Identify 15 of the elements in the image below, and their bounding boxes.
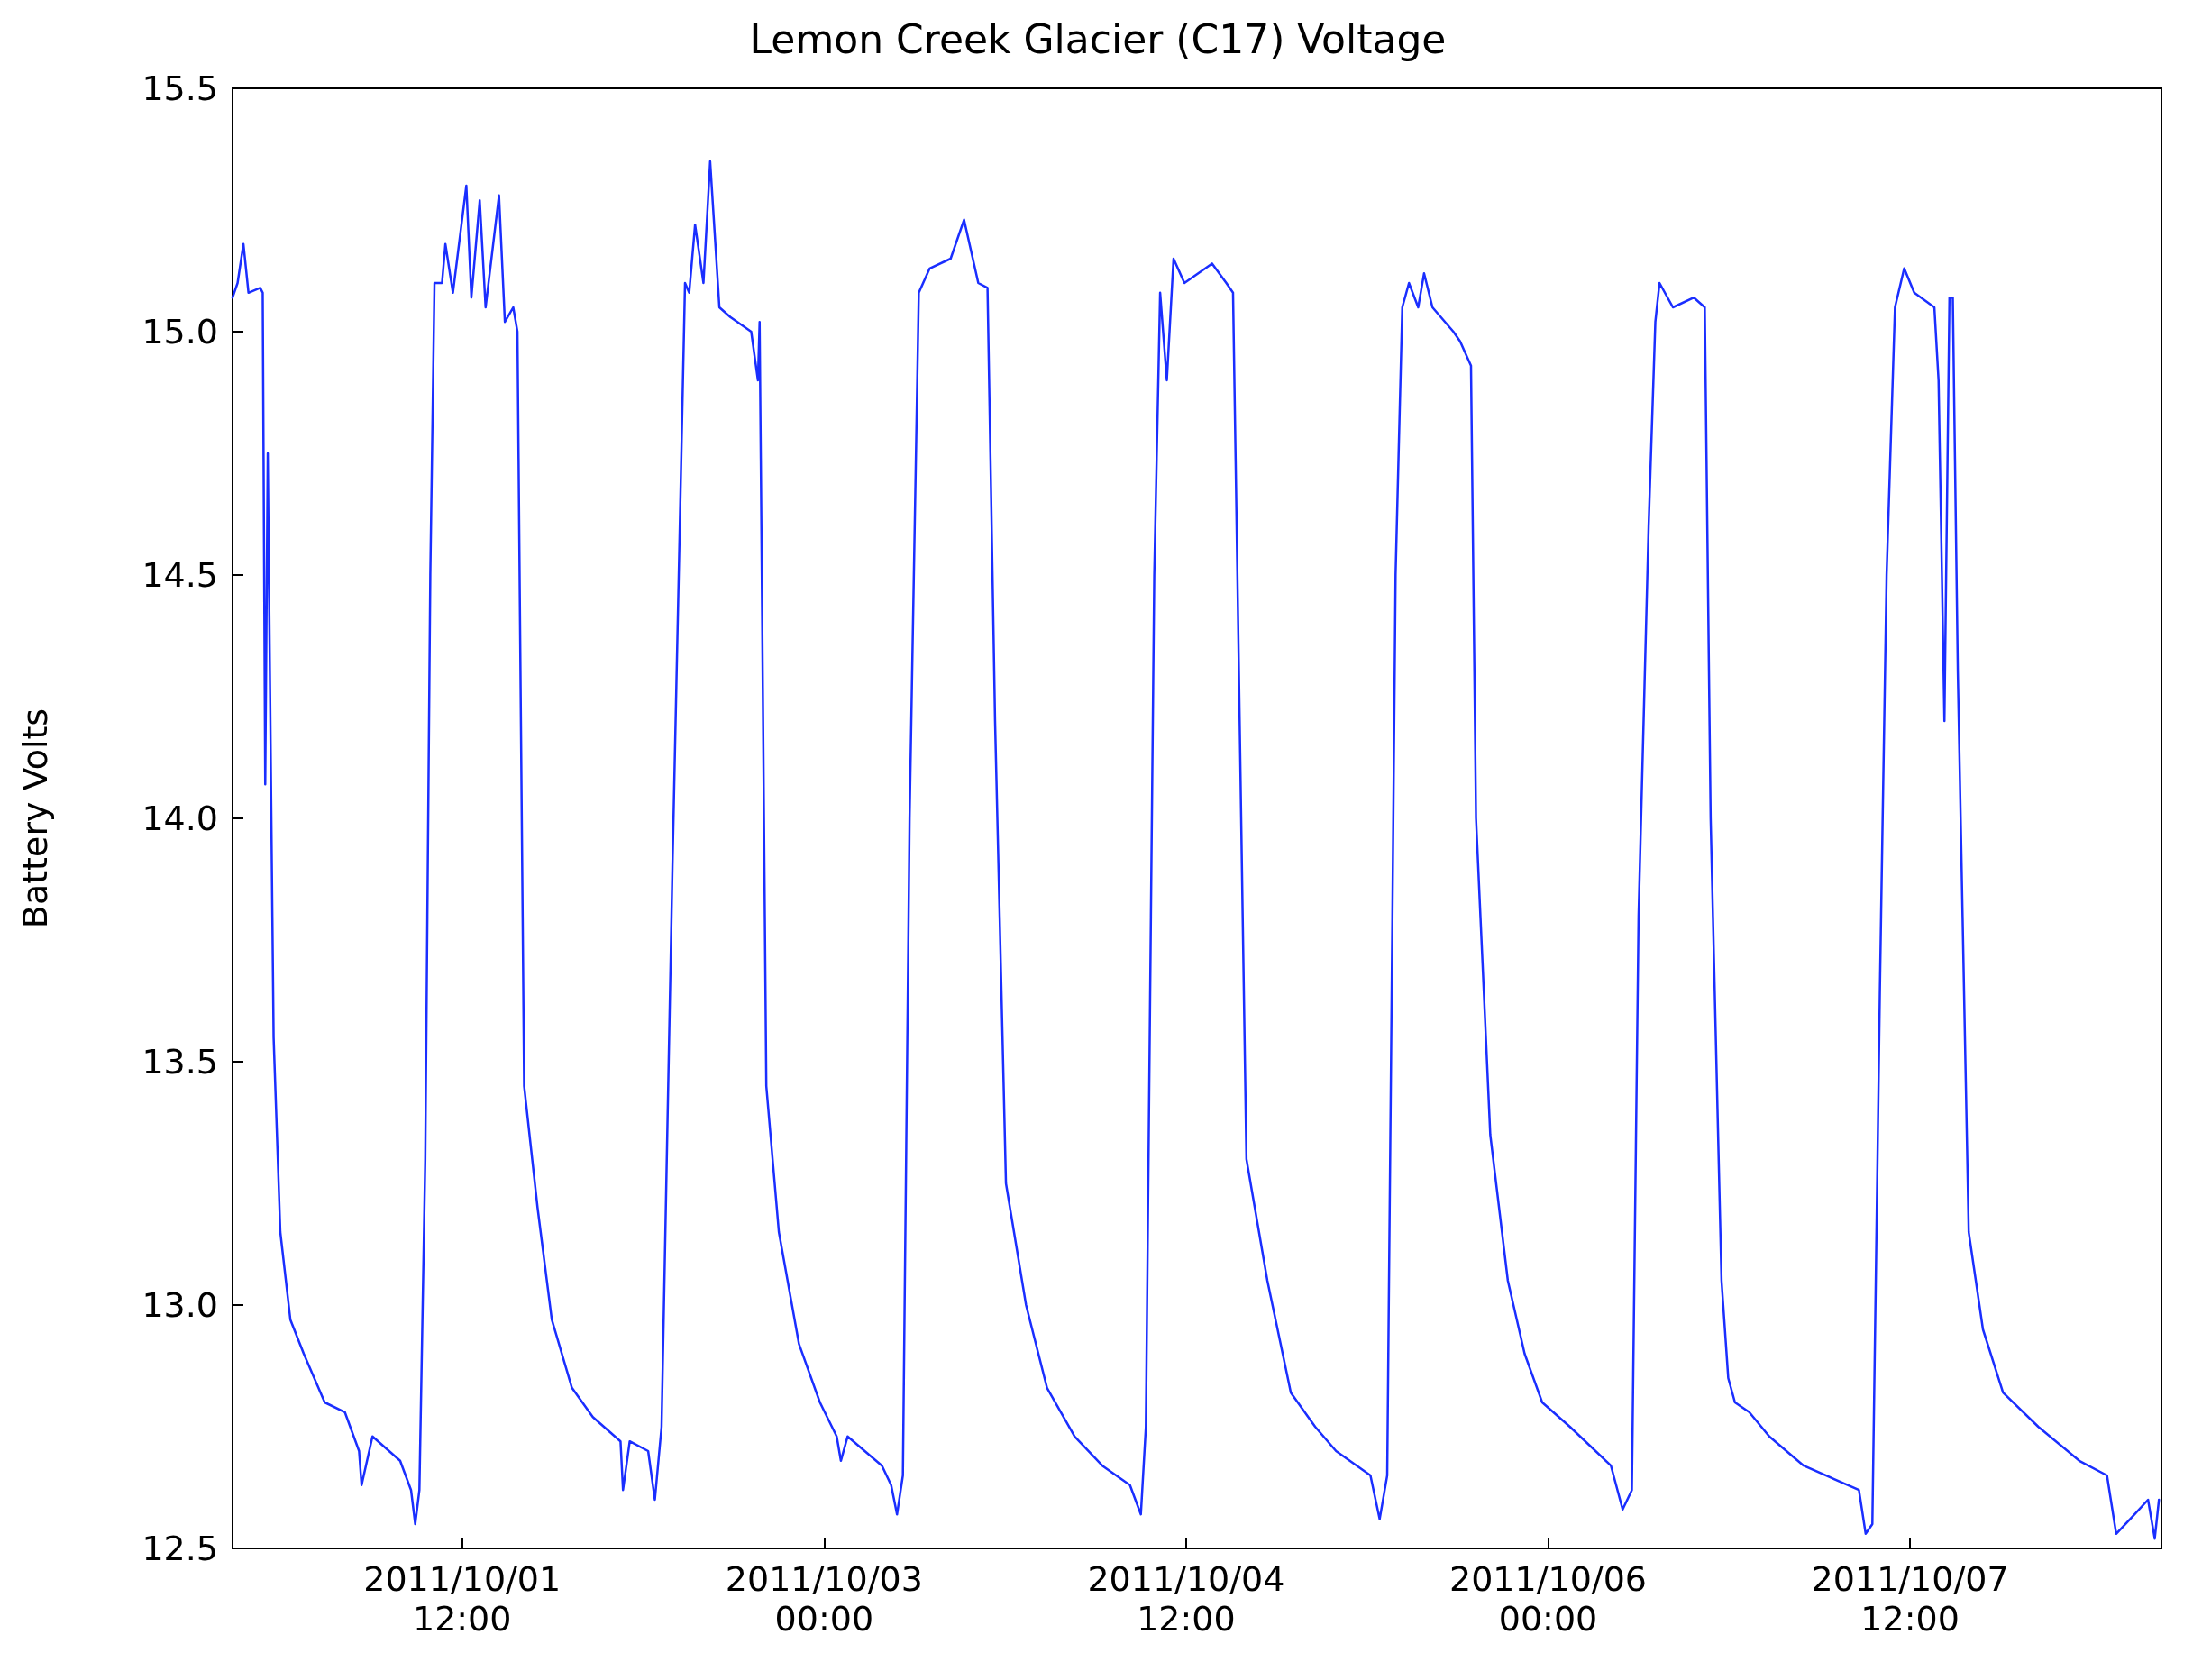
y-tick-label: 15.5 — [142, 68, 218, 108]
y-tick-label: 13.5 — [142, 1042, 218, 1082]
chart-title: Lemon Creek Glacier (C17) Voltage — [749, 15, 1447, 62]
x-tick-label: 2011/10/03 00:00 — [725, 1559, 923, 1639]
x-tick-label: 2011/10/01 12:00 — [363, 1559, 562, 1639]
x-tick-label: 2011/10/07 12:00 — [1811, 1559, 2009, 1639]
y-tick-label: 14.5 — [142, 555, 218, 595]
x-tick-label: 2011/10/06 00:00 — [1449, 1559, 1648, 1639]
y-tick-label: 13.0 — [142, 1285, 218, 1325]
line-series — [231, 160, 2161, 1540]
y-tick-label: 15.0 — [142, 312, 218, 352]
y-tick-label: 14.0 — [142, 799, 218, 838]
y-tick-label: 12.5 — [142, 1529, 218, 1568]
y-axis-title: Battery Volts — [15, 708, 55, 929]
x-tick-label: 2011/10/04 12:00 — [1087, 1559, 1285, 1639]
